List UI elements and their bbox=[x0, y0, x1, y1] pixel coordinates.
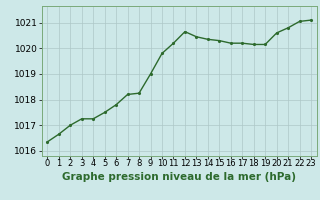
X-axis label: Graphe pression niveau de la mer (hPa): Graphe pression niveau de la mer (hPa) bbox=[62, 172, 296, 182]
